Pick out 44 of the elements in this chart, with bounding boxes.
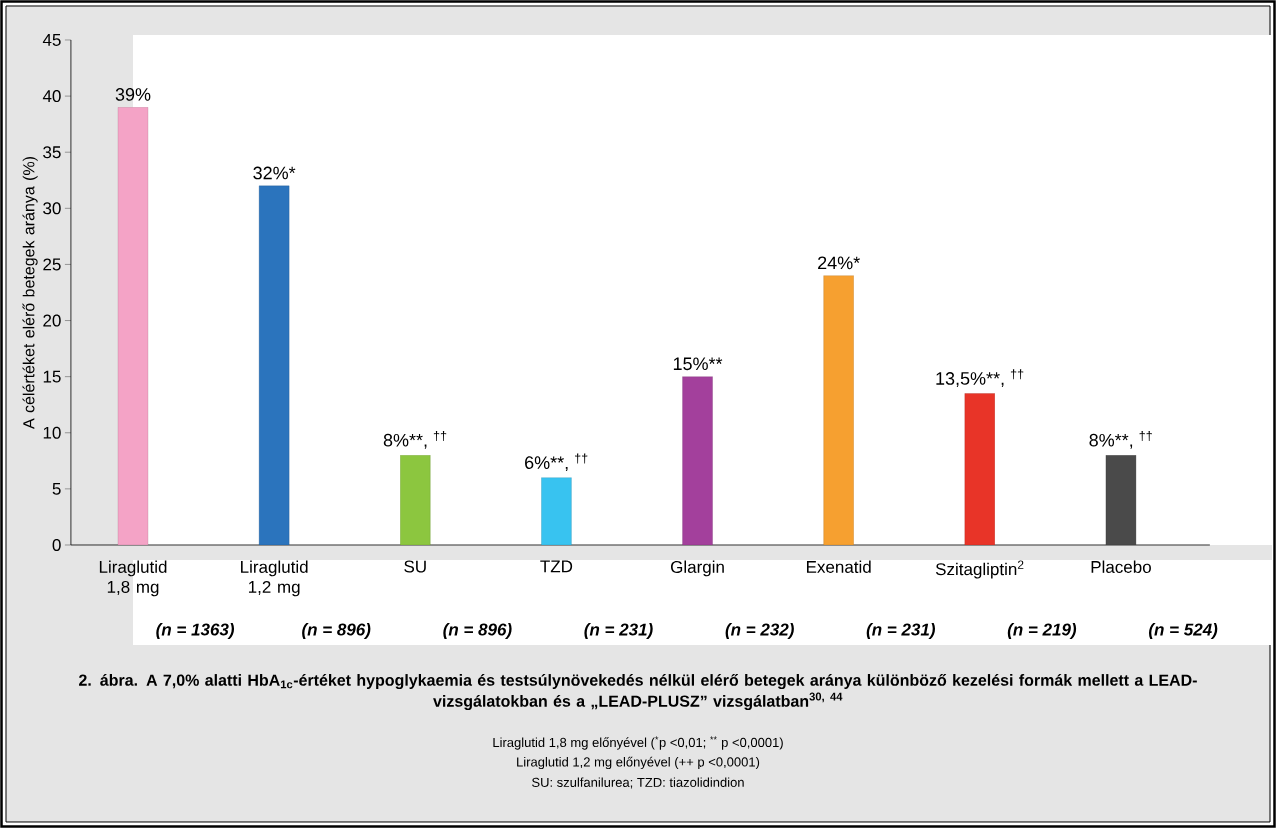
- data-label: 8%**, $^{††}$: [1089, 431, 1152, 449]
- data-label: 24%*: [818, 256, 860, 270]
- text: SU: szulfanilurea; TZD: tiazolidindion: [532, 777, 744, 789]
- text: (n = 231): [584, 623, 653, 639]
- bar: [823, 275, 854, 545]
- data-label: 8%**, $^{††}$: [383, 431, 447, 449]
- y-tick-label: 40: [42, 90, 61, 103]
- bar: [541, 477, 572, 545]
- text: (n = 524): [1148, 623, 1218, 639]
- y-axis-title: A célértéket elérő betegek aránya (%): [22, 157, 38, 429]
- y-tick-label: 15: [43, 370, 61, 383]
- text: (n = 896): [443, 623, 512, 639]
- y-tick-label: 25: [43, 258, 61, 271]
- y-tick-label: 10: [43, 426, 61, 439]
- data-label: 39%: [115, 88, 151, 101]
- text: Liraglutid 1,2 mg előnyével (++ p <0,0001): [517, 756, 760, 770]
- y-tick-label: 20: [43, 314, 61, 327]
- data-label: 15%**: [673, 357, 723, 371]
- y-tick-label: 35: [43, 146, 61, 159]
- x-tick-label: Placebo: [1091, 560, 1151, 573]
- y-tick-label: 45: [42, 34, 61, 46]
- x-tick-label: Liraglutid 1,2 mg: [241, 560, 308, 597]
- text: (n = 1363): [156, 623, 235, 639]
- data-label: 32%*: [253, 166, 296, 180]
- x-tick-label: Liraglutid 1,8 mg: [99, 560, 167, 597]
- bar: [964, 393, 995, 545]
- text: (n = 231): [866, 623, 936, 639]
- data-label: 6%**, $^{††}$: [525, 453, 588, 472]
- x-tick-label: Szitagliptin$^{2}$: [935, 560, 1024, 579]
- bar: [682, 376, 713, 545]
- x-tick-label: TZD: [540, 560, 573, 573]
- x-tick-label: Exenatid: [806, 560, 871, 573]
- text: (n = 232): [725, 623, 794, 639]
- x-tick-label: Glargin: [671, 560, 724, 577]
- y-tick-label: 30: [43, 202, 61, 215]
- bar: [400, 455, 431, 545]
- data-label: 13,5%**, $^{††}$: [936, 369, 1024, 387]
- y-tick-label: 5: [52, 482, 61, 495]
- x-tick-label: SU: [404, 560, 426, 573]
- text: Liraglutid 1,8 mg előnyével ($^{*}$p <0,01; $^{**}$ p <0,0001): [493, 736, 783, 750]
- text: (n = 896): [302, 623, 371, 639]
- text: (n = 219): [1007, 623, 1077, 639]
- y-tick-label: 0: [52, 538, 61, 552]
- text: 2. ábra. A 7,0% alatti HbA$_{1c}$-értéket hypoglykaemia és testsúlynövekedés nélkül elérő betegek aránya különböző kezelési formák mellett a LEAD-vizsgálatokban és a „LEAD-PLUSZ” vizsgálatban$^{30, 44}$: [79, 673, 1197, 711]
